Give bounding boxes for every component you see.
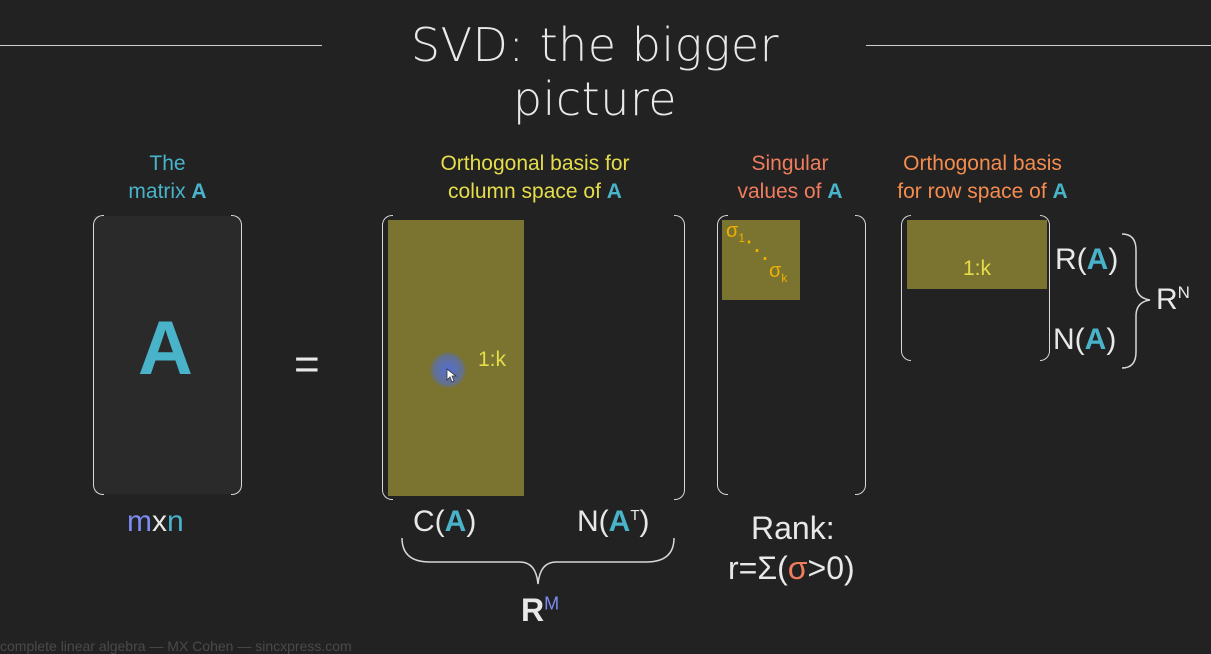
- vt-basis-block: [907, 220, 1047, 289]
- matrix-a-bracket-left: [93, 215, 104, 495]
- rank-formula: r=Σ(σ>0): [728, 550, 855, 586]
- sigma-first: σ1: [726, 220, 746, 245]
- u-block-label: 1:k: [478, 348, 507, 371]
- column-space-label: C(A): [413, 505, 477, 538]
- sigma-block: [722, 220, 800, 300]
- rn-brace: [1121, 233, 1151, 369]
- matrix-a-letter: A: [138, 306, 193, 391]
- matrix-a-bracket-right: [231, 215, 242, 495]
- left-null-space-label: N(AT): [577, 505, 650, 538]
- column-basis-header: Orthogonal basis for column space of A: [440, 152, 630, 203]
- rm-label: RM: [521, 592, 560, 628]
- mouse-cursor-icon: [430, 352, 466, 388]
- rm-brace: [401, 537, 675, 585]
- matrix-a-box: [94, 216, 241, 494]
- slide-title: SVD: the bigger picture: [410, 18, 780, 126]
- footer-credit: complete linear algebra — MX Cohen — sin…: [0, 638, 352, 654]
- title-rule-right: [866, 45, 1211, 46]
- row-space-label: R(A): [1055, 243, 1119, 276]
- matrix-header: The matrix A: [128, 152, 207, 203]
- sigma-bracket-right: [855, 215, 866, 495]
- null-space-label: N(A): [1053, 323, 1117, 356]
- matrix-dims: mxn: [127, 505, 184, 538]
- sigma-dots: ⋱: [745, 237, 769, 264]
- sigma-last: σk: [769, 260, 788, 285]
- row-basis-header: Orthogonal basis for row space of A: [897, 152, 1068, 203]
- u-bracket-right: [674, 215, 685, 500]
- title-rule-left: [0, 45, 322, 46]
- rank-label: Rank:: [751, 510, 835, 546]
- rn-label: RN: [1156, 283, 1190, 316]
- vt-block-label: 1:k: [963, 257, 992, 280]
- equals-sign: =: [294, 340, 320, 389]
- singular-values-header: Singular values of A: [737, 152, 843, 203]
